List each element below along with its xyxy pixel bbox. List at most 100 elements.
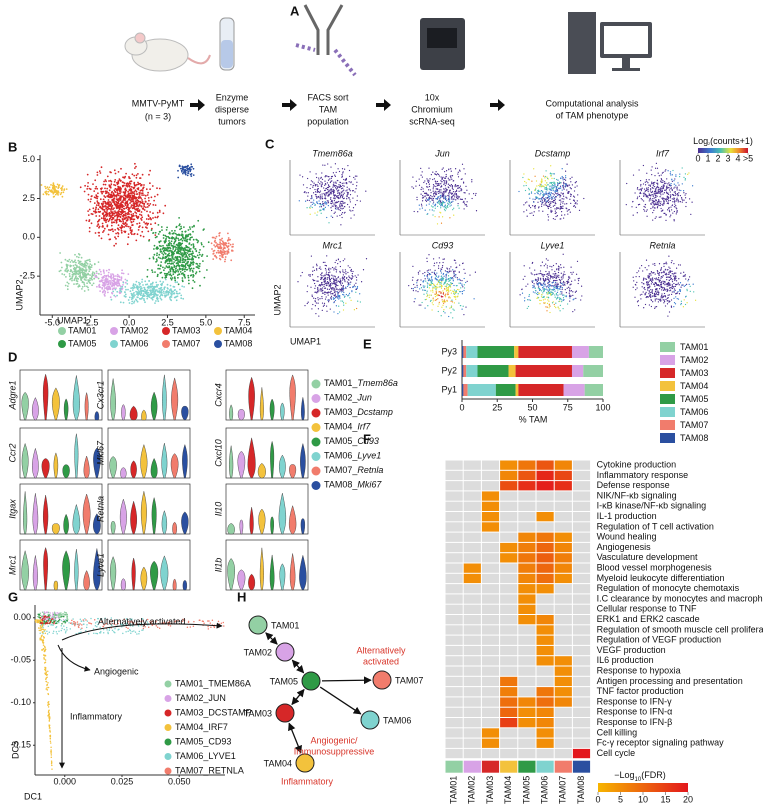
gene-label: Itgax xyxy=(7,499,17,519)
legend-swatch xyxy=(214,327,222,335)
violin xyxy=(299,554,307,591)
diffusion-points xyxy=(39,615,56,625)
heat-cell xyxy=(518,676,536,687)
heat-cell xyxy=(463,635,481,645)
legend-label: TAM03_DCSTAMP xyxy=(175,707,252,717)
violin-box xyxy=(107,369,191,421)
bar-segment xyxy=(477,365,509,377)
heat-cell xyxy=(445,542,463,553)
heat-cell xyxy=(572,542,591,553)
violin xyxy=(140,566,148,591)
heat-cell xyxy=(536,666,554,676)
violin-box xyxy=(225,427,309,479)
heat-cell xyxy=(500,491,518,501)
heat-cell xyxy=(445,615,463,625)
cell-points xyxy=(408,254,477,316)
heat-cell xyxy=(463,645,481,656)
cell-points xyxy=(672,167,687,181)
heat-cell xyxy=(554,481,572,491)
violin xyxy=(170,453,179,479)
cell-points xyxy=(521,279,575,302)
y-tick-label: -0.10 xyxy=(10,697,31,707)
heat-cell xyxy=(536,604,554,614)
workflow-step: population xyxy=(307,116,349,126)
heat-cell xyxy=(536,584,554,594)
heat-cell xyxy=(536,563,554,573)
term-label: Regulation of VEGF production xyxy=(597,635,722,645)
heat-cell xyxy=(518,604,536,614)
workflow-step: Computational analysis xyxy=(545,98,639,108)
color-scale xyxy=(598,783,688,792)
node-label: TAM01 xyxy=(271,620,299,630)
gene-label: Lyve1 xyxy=(95,553,105,577)
heat-cell xyxy=(554,728,572,738)
cluster-strip xyxy=(518,760,536,773)
heat-cell xyxy=(518,573,536,584)
violin xyxy=(21,391,29,421)
cluster-node xyxy=(301,671,321,691)
violin xyxy=(150,391,158,421)
legend-swatch xyxy=(164,695,172,702)
heat-cell xyxy=(500,707,518,717)
legend-swatch xyxy=(311,437,321,447)
heat-cell xyxy=(500,738,518,748)
bar-segment xyxy=(477,346,515,358)
cluster-strip xyxy=(481,760,500,773)
heat-cell xyxy=(463,676,481,687)
mouse-tail xyxy=(187,54,211,65)
legend-swatch xyxy=(660,342,675,352)
heat-cell xyxy=(536,522,554,532)
heat-cell xyxy=(518,584,536,594)
legend-swatch xyxy=(311,481,321,490)
legend-label: TAM03_Dcstamp xyxy=(324,407,393,417)
term-label: TNF factor production xyxy=(597,686,684,696)
heat-cell xyxy=(445,666,463,676)
violin-box xyxy=(19,369,103,421)
legend-gene: Jun xyxy=(356,393,372,403)
cell-points xyxy=(632,255,691,317)
heat-cell xyxy=(463,553,481,563)
violin xyxy=(82,493,91,535)
violin xyxy=(110,521,116,535)
legend-swatch xyxy=(311,379,321,389)
heat-cell xyxy=(500,481,518,491)
violin xyxy=(182,443,188,479)
annotation: Immunosuppressive xyxy=(294,746,375,756)
legend-swatch xyxy=(164,680,172,688)
term-label: Regulation of monocyte chemotaxis xyxy=(597,583,740,593)
heat-cell xyxy=(572,707,591,717)
violin xyxy=(150,560,159,591)
heat-cell xyxy=(518,491,536,501)
x-tick-label: -2.5 xyxy=(83,317,99,327)
gene-label: Il10 xyxy=(213,502,223,517)
heat-cell xyxy=(518,460,536,470)
trajectory-arrow xyxy=(57,644,91,672)
workflow-step: Chromium xyxy=(411,104,453,114)
heat-cell xyxy=(500,697,518,707)
violin xyxy=(279,454,286,479)
legend-prefix: TAM07_ xyxy=(324,465,358,475)
violin xyxy=(110,556,117,591)
violin xyxy=(94,411,100,421)
cell-points xyxy=(543,302,555,312)
column-label: TAM04 xyxy=(503,776,513,804)
legend-swatch xyxy=(311,423,321,432)
violin xyxy=(270,516,274,535)
trajectory-edge xyxy=(291,688,305,706)
cell-points xyxy=(425,279,460,311)
heat-cell xyxy=(554,532,572,542)
computer-stand xyxy=(612,58,640,71)
heat-cell xyxy=(463,738,481,748)
gene-label: Adgre1 xyxy=(7,380,17,410)
violin xyxy=(280,402,285,421)
violin xyxy=(119,498,127,535)
legend-swatch xyxy=(311,452,321,461)
violin xyxy=(43,546,48,591)
heat-cell xyxy=(481,604,500,614)
scale-title-part: 10 xyxy=(635,777,642,783)
term-label: Vasculature development xyxy=(597,552,698,562)
violin xyxy=(227,523,235,535)
gene-label: Cxcl10 xyxy=(213,439,223,467)
legend-prefix: TAM03_ xyxy=(324,407,358,417)
violin xyxy=(129,405,138,421)
